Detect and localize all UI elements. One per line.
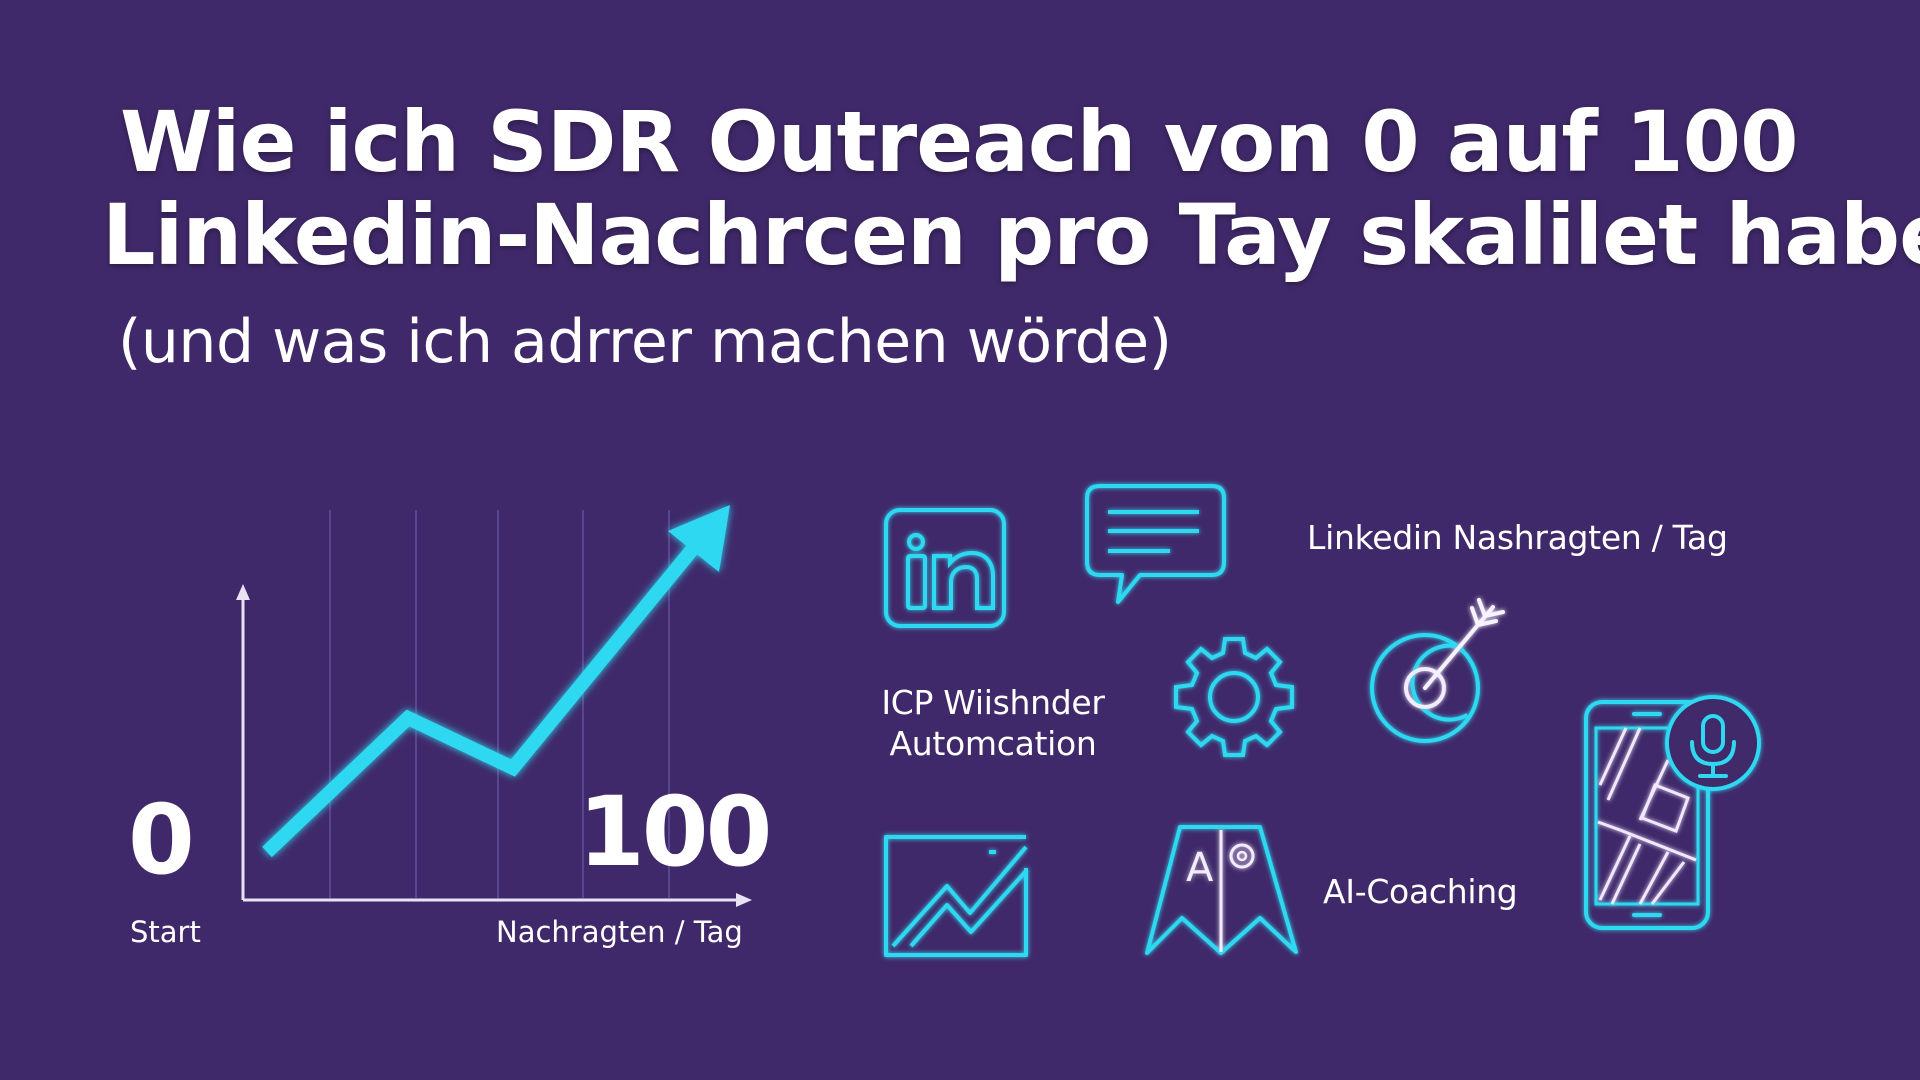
icp-label-line2: Automcation: [889, 724, 1097, 764]
linkedin-messages-label: Linkedin Nashragten / Tag: [1307, 518, 1728, 557]
subtitle: (und was ich adrrer machen wörde): [118, 307, 1172, 377]
end-value: 100: [578, 776, 772, 888]
linkedin-icon: [884, 508, 1006, 628]
growth-line: [262, 505, 730, 858]
microphone-icon: [1690, 714, 1736, 778]
icp-automation-label: ICP Wiishnder Automcation: [878, 682, 1108, 765]
ai-letter-glyph: A: [1186, 845, 1214, 891]
title-line-1: Wie ich SDR Outreach von 0 auf 100: [120, 93, 1799, 191]
trend-chart-icon: [884, 835, 1029, 957]
x-axis: [243, 893, 752, 907]
arrow-up-right-icon: [668, 505, 730, 572]
growth-chart: [236, 505, 752, 907]
start-value: 0: [128, 784, 195, 896]
ai-coaching-label: AI-Coaching: [1323, 872, 1518, 911]
icp-label-line1: ICP Wiishnder: [881, 683, 1105, 722]
title-line-2: Linkedin-Nachrcen pro Tay skalilet habe: [102, 186, 1920, 284]
phone-map-icon: [1584, 695, 1761, 930]
start-label: Start: [130, 915, 201, 949]
x-axis-label: Nachragten / Tag: [496, 915, 743, 949]
gear-icon: [1174, 637, 1294, 757]
y-axis: [236, 584, 250, 900]
chat-bubble-icon: [1085, 484, 1226, 604]
ai-book-icon: [1145, 825, 1298, 955]
target-icon: [1370, 598, 1505, 743]
